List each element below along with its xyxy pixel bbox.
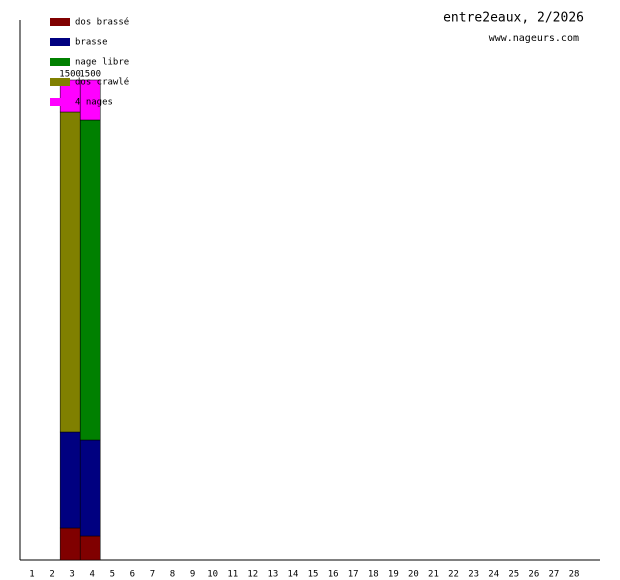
x-tick-label: 17 — [348, 570, 359, 580]
x-tick-label: 13 — [267, 570, 278, 580]
x-tick-label: 24 — [488, 570, 499, 580]
x-tick-label: 3 — [69, 570, 74, 580]
x-tick-label: 16 — [328, 570, 339, 580]
legend-label: dos crawlé — [75, 77, 129, 88]
x-tick-label: 23 — [468, 570, 479, 580]
legend-label: brasse — [75, 38, 108, 48]
legend-swatch — [50, 78, 70, 86]
legend-swatch — [50, 18, 70, 26]
bar-segment — [79, 119, 101, 441]
x-tick-label: 1 — [29, 570, 34, 580]
x-tick-label: 25 — [508, 570, 519, 580]
bar-segment — [59, 431, 81, 529]
bar-segment — [79, 535, 101, 561]
x-tick-label: 4 — [90, 570, 95, 580]
x-tick-label: 14 — [288, 570, 299, 580]
x-tick-label: 26 — [528, 570, 539, 580]
x-tick-label: 20 — [408, 570, 419, 580]
x-tick-label: 9 — [190, 570, 195, 580]
x-tick-label: 22 — [448, 570, 459, 580]
x-tick-label: 7 — [150, 570, 155, 580]
bar-segment — [79, 79, 101, 121]
legend-label: 4 nages — [75, 98, 113, 108]
legend-swatch — [50, 98, 70, 106]
bar-segment — [79, 439, 101, 537]
bar-segment — [59, 111, 81, 433]
legend-label: dos brassé — [75, 17, 129, 28]
x-tick-label: 10 — [207, 570, 218, 580]
x-tick-label: 2 — [49, 570, 54, 580]
legend: dos brassé brasse nage libre dos crawlé 4 na… — [50, 17, 129, 108]
x-tick-label: 5 — [110, 570, 115, 580]
chart-subtitle: www.nageurs.com — [489, 33, 579, 44]
x-tick-label: 6 — [130, 570, 135, 580]
total-label: 1500 — [59, 70, 81, 80]
legend-swatch — [50, 58, 70, 66]
bar-segment — [59, 527, 81, 561]
x-tick-label: 11 — [227, 570, 238, 580]
x-tick-label: 15 — [308, 570, 319, 580]
total-label: 1500 — [79, 70, 101, 80]
x-tick-label: 8 — [170, 570, 175, 580]
x-tick-label: 28 — [569, 570, 580, 580]
legend-label: nage libre — [75, 58, 129, 68]
x-tick-label: 19 — [388, 570, 399, 580]
x-tick-label: 21 — [428, 570, 439, 580]
x-tick-label: 27 — [549, 570, 560, 580]
chart-title: entre2eaux, 2/2026 — [443, 11, 584, 26]
x-tick-label: 12 — [247, 570, 258, 580]
legend-swatch — [50, 38, 70, 46]
x-tick-label: 18 — [368, 570, 379, 580]
